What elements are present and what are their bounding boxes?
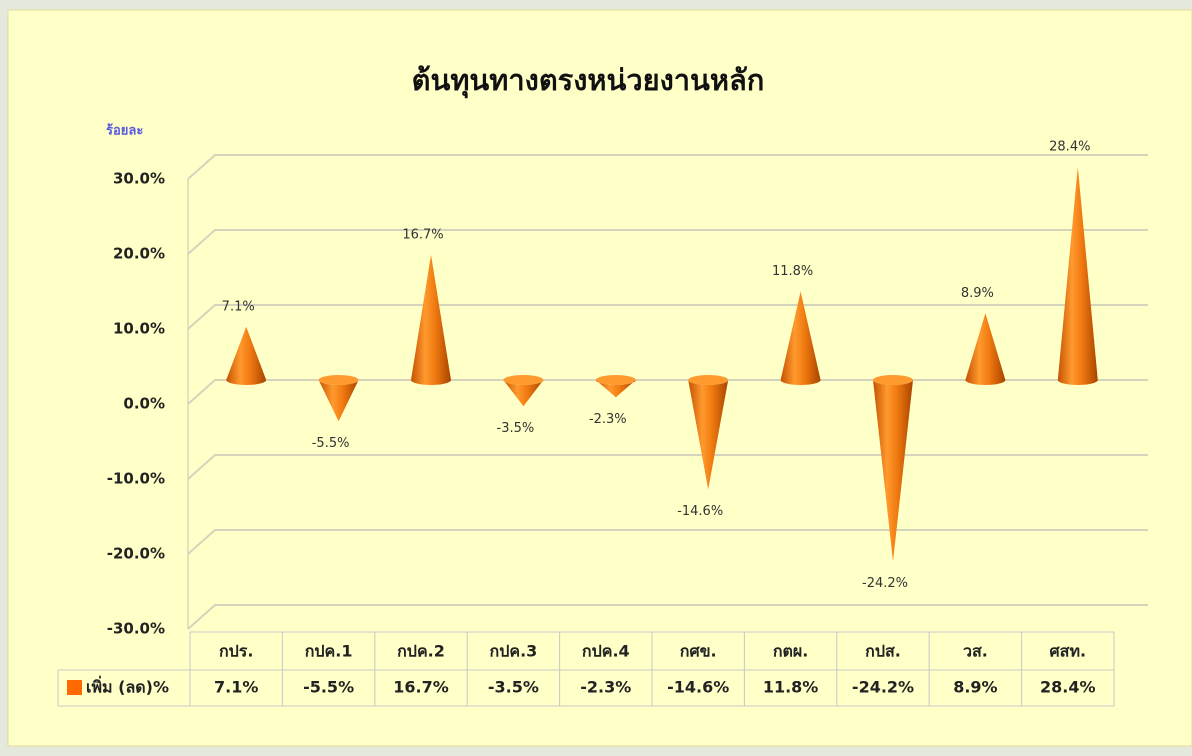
cone-base bbox=[503, 375, 544, 385]
y-axis-label: ร้อยละ bbox=[106, 123, 143, 139]
x-tick-label: ศสท. bbox=[1050, 642, 1087, 661]
data-label: 8.9% bbox=[961, 286, 994, 301]
data-label: 11.8% bbox=[772, 264, 813, 279]
table-value: 8.9% bbox=[953, 678, 997, 697]
chart-title: ต้นทุนทางตรงหน่วยงานหลัก bbox=[412, 63, 765, 98]
table-value: -14.6% bbox=[667, 678, 729, 697]
legend-swatch bbox=[67, 680, 82, 695]
y-tick-label: -30.0% bbox=[107, 620, 165, 638]
cone-base bbox=[595, 375, 636, 385]
grid-line bbox=[187, 379, 1148, 405]
x-tick-label: กปส. bbox=[865, 642, 901, 661]
cone bbox=[411, 254, 451, 385]
cone-base bbox=[318, 375, 359, 385]
cone-body bbox=[411, 254, 451, 385]
cone-body bbox=[226, 326, 267, 385]
x-tick-label: กปร. bbox=[219, 642, 254, 661]
x-tick-label: กปค.3 bbox=[490, 642, 538, 661]
data-label: -14.6% bbox=[677, 504, 723, 519]
cone bbox=[688, 375, 729, 490]
cone-body bbox=[688, 380, 729, 490]
grid-line bbox=[187, 304, 1148, 330]
data-label: 28.4% bbox=[1049, 140, 1090, 155]
cone-body bbox=[1057, 167, 1098, 385]
x-tick-label: วส. bbox=[963, 642, 988, 661]
y-tick-label: 20.0% bbox=[113, 245, 165, 263]
cone-base bbox=[688, 375, 729, 385]
cone bbox=[595, 375, 636, 398]
grid-line bbox=[187, 229, 1148, 255]
y-tick-label: 30.0% bbox=[113, 170, 165, 188]
grid-line bbox=[187, 454, 1148, 480]
cone bbox=[873, 375, 913, 562]
cone-body bbox=[965, 313, 1006, 385]
x-tick-label: กตผ. bbox=[773, 642, 809, 661]
data-label: -24.2% bbox=[862, 576, 908, 591]
table-value: 16.7% bbox=[393, 678, 449, 697]
cone-body bbox=[503, 380, 544, 407]
x-tick-label: กปค.4 bbox=[582, 642, 630, 661]
table-value: -2.3% bbox=[580, 678, 631, 697]
cone-body bbox=[595, 380, 636, 398]
table-value: -5.5% bbox=[303, 678, 354, 697]
cone bbox=[503, 375, 544, 407]
y-tick-label: -20.0% bbox=[107, 545, 165, 563]
cone-body bbox=[873, 380, 913, 562]
grid-line bbox=[187, 154, 1148, 180]
cone bbox=[1057, 167, 1098, 385]
cone bbox=[780, 291, 821, 385]
grid-line bbox=[187, 529, 1148, 555]
cone-body bbox=[318, 380, 359, 422]
grid-line bbox=[187, 604, 1148, 630]
x-tick-label: กศข. bbox=[680, 642, 717, 661]
table-value: -24.2% bbox=[852, 678, 914, 697]
legend-label: เพิ่ม (ลด)% bbox=[86, 676, 169, 697]
table-value: 28.4% bbox=[1040, 678, 1096, 697]
data-label: -5.5% bbox=[312, 436, 350, 451]
table-value: -3.5% bbox=[488, 678, 539, 697]
cone bbox=[965, 313, 1006, 385]
data-label: -3.5% bbox=[497, 421, 535, 436]
y-tick-label: 10.0% bbox=[113, 320, 165, 338]
y-tick-label: -10.0% bbox=[107, 470, 165, 488]
data-label: 7.1% bbox=[222, 299, 255, 314]
x-tick-label: กปค.2 bbox=[397, 642, 445, 661]
cone bbox=[226, 326, 267, 385]
x-tick-label: กปค.1 bbox=[305, 642, 353, 661]
table-value: 7.1% bbox=[214, 678, 258, 697]
cone-base bbox=[873, 375, 913, 385]
y-tick-label: 0.0% bbox=[123, 395, 165, 413]
data-label: -2.3% bbox=[589, 412, 627, 427]
table-value: 11.8% bbox=[763, 678, 819, 697]
cone bbox=[318, 375, 359, 422]
data-label: 16.7% bbox=[402, 227, 443, 242]
cone-body bbox=[780, 291, 821, 385]
